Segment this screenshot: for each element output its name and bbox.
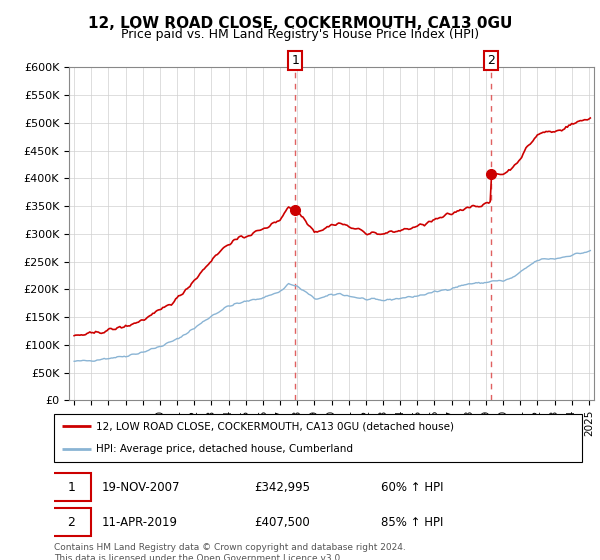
- Text: 1: 1: [67, 480, 75, 494]
- Text: 60% ↑ HPI: 60% ↑ HPI: [382, 480, 444, 494]
- Text: 2: 2: [67, 516, 75, 529]
- Text: £342,995: £342,995: [254, 480, 311, 494]
- Text: 85% ↑ HPI: 85% ↑ HPI: [382, 516, 444, 529]
- Text: 2: 2: [487, 54, 494, 67]
- FancyBboxPatch shape: [52, 508, 91, 536]
- Text: HPI: Average price, detached house, Cumberland: HPI: Average price, detached house, Cumb…: [96, 444, 353, 454]
- Text: 11-APR-2019: 11-APR-2019: [101, 516, 178, 529]
- Text: Price paid vs. HM Land Registry's House Price Index (HPI): Price paid vs. HM Land Registry's House …: [121, 28, 479, 41]
- Text: 1: 1: [291, 54, 299, 67]
- Text: Contains HM Land Registry data © Crown copyright and database right 2024.
This d: Contains HM Land Registry data © Crown c…: [54, 543, 406, 560]
- Text: 19-NOV-2007: 19-NOV-2007: [101, 480, 180, 494]
- Text: 12, LOW ROAD CLOSE, COCKERMOUTH, CA13 0GU: 12, LOW ROAD CLOSE, COCKERMOUTH, CA13 0G…: [88, 16, 512, 31]
- Text: £407,500: £407,500: [254, 516, 310, 529]
- FancyBboxPatch shape: [52, 473, 91, 501]
- Text: 12, LOW ROAD CLOSE, COCKERMOUTH, CA13 0GU (detached house): 12, LOW ROAD CLOSE, COCKERMOUTH, CA13 0G…: [96, 421, 454, 431]
